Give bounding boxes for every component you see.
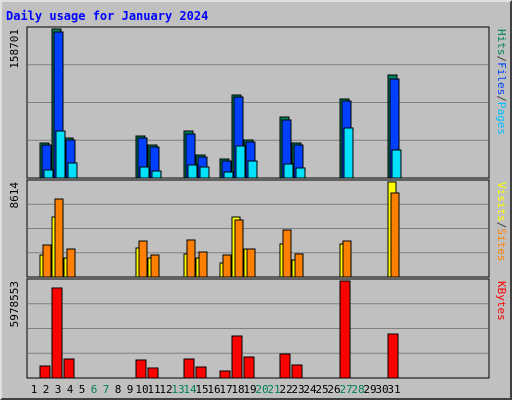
kbytes-bar-kbytes-day-31 <box>387 333 399 379</box>
kbytes-bar-kbytes-day-10 <box>135 359 147 379</box>
visits-sites-bar-sites-day-17 <box>222 254 232 278</box>
hits-files-pages-legend-item: / <box>495 95 508 102</box>
chart-title: Daily usage for January 2024 <box>6 9 208 23</box>
day-label-8: 8 <box>115 383 122 396</box>
visits-sites-ymax-label: 8614 <box>8 182 21 209</box>
visits-sites-bar-sites-day-3 <box>54 198 64 278</box>
hits-files-pages-bar-pages-day-11 <box>151 170 162 179</box>
visits-sites-bar-sites-day-18 <box>234 219 244 278</box>
visits-sites-legend-item: Visits <box>495 182 508 222</box>
visits-sites-bar-sites-day-11 <box>150 254 160 278</box>
visits-sites-bar-sites-day-2 <box>42 244 52 278</box>
day-label-13: 13 <box>171 383 184 396</box>
kbytes-bar-kbytes-day-19 <box>243 356 255 379</box>
day-label-16: 16 <box>207 383 220 396</box>
day-label-14: 14 <box>183 383 197 396</box>
hits-files-pages-legend-item: / <box>495 56 508 63</box>
visits-sites-bar-sites-day-4 <box>66 248 76 278</box>
kbytes-bar-kbytes-day-4 <box>63 358 75 379</box>
day-label-11: 11 <box>147 383 160 396</box>
hits-files-pages-bar-pages-day-22 <box>283 163 294 179</box>
hits-files-pages-legend-item: Files <box>495 62 508 95</box>
day-label-4: 4 <box>67 383 74 396</box>
kbytes-bar-kbytes-day-22 <box>279 353 291 379</box>
visits-sites-bar-sites-day-23 <box>294 253 304 278</box>
day-label-24: 24 <box>303 383 317 396</box>
kbytes-ymax-label: 5978553 <box>8 281 21 327</box>
kbytes-bar-kbytes-day-27 <box>339 280 351 379</box>
day-label-3: 3 <box>55 383 62 396</box>
day-label-12: 12 <box>159 383 172 396</box>
day-label-23: 23 <box>291 383 304 396</box>
day-label-21: 21 <box>267 383 280 396</box>
hits-files-pages-ymax-label: 158701 <box>8 29 21 69</box>
kbytes-bar-kbytes-day-23 <box>291 364 303 379</box>
visits-sites-legend-item: Sites <box>495 228 508 261</box>
kbytes-bar-kbytes-day-17 <box>219 370 231 379</box>
day-label-15: 15 <box>195 383 208 396</box>
day-label-19: 19 <box>243 383 256 396</box>
kbytes-bar-kbytes-day-11 <box>147 367 159 379</box>
day-label-26: 26 <box>327 383 340 396</box>
day-label-17: 17 <box>219 383 232 396</box>
day-label-28: 28 <box>351 383 364 396</box>
day-label-22: 22 <box>279 383 292 396</box>
day-label-31: 31 <box>387 383 400 396</box>
day-label-25: 25 <box>315 383 328 396</box>
hits-files-pages-bar-pages-day-4 <box>67 162 78 179</box>
kbytes-bar-kbytes-day-2 <box>39 365 51 379</box>
day-label-5: 5 <box>79 383 86 396</box>
visits-sites-bar-sites-day-27 <box>342 240 352 278</box>
hits-files-pages-bar-pages-day-3 <box>55 130 66 179</box>
hits-files-pages-bar-pages-day-27 <box>343 127 354 179</box>
hits-files-pages-legend-item: Pages <box>495 102 508 135</box>
day-label-18: 18 <box>231 383 244 396</box>
visits-sites-bar-sites-day-15 <box>198 251 208 278</box>
day-label-20: 20 <box>255 383 268 396</box>
day-label-1: 1 <box>31 383 38 396</box>
day-label-2: 2 <box>43 383 50 396</box>
hits-files-pages-bar-pages-day-31 <box>391 149 402 179</box>
visits-sites-bar-sites-day-10 <box>138 240 148 278</box>
kbytes-bar-kbytes-day-15 <box>195 366 207 379</box>
kbytes-bar-kbytes-day-14 <box>183 358 195 379</box>
hits-files-pages-bar-pages-day-10 <box>139 166 150 179</box>
visits-sites-bar-sites-day-14 <box>186 239 196 278</box>
visits-sites-bar-sites-day-19 <box>246 248 256 278</box>
day-label-10: 10 <box>135 383 148 396</box>
hits-files-pages-bar-pages-day-23 <box>295 167 306 179</box>
day-label-29: 29 <box>363 383 376 396</box>
hits-files-pages-legend: Hits/Files/Pages <box>495 29 508 135</box>
day-label-6: 6 <box>91 383 98 396</box>
hits-files-pages-legend-item: Hits <box>495 29 508 56</box>
hits-files-pages-bar-pages-day-19 <box>247 160 258 179</box>
kbytes-legend-item: KBytes <box>495 281 508 321</box>
hits-files-pages-bar-pages-day-2 <box>43 169 54 179</box>
visits-sites-legend: Visits/Sites <box>495 182 508 262</box>
hits-files-pages-bar-pages-day-14 <box>187 164 198 179</box>
visits-sites-legend-item: / <box>495 222 508 229</box>
hits-files-pages-bar-pages-day-17 <box>223 171 234 179</box>
day-label-30: 30 <box>375 383 388 396</box>
visits-sites-bar-sites-day-31 <box>390 192 400 278</box>
kbytes-legend: KBytes <box>495 281 508 321</box>
hits-files-pages-bar-pages-day-18 <box>235 145 246 179</box>
day-label-27: 27 <box>339 383 352 396</box>
day-label-7: 7 <box>103 383 110 396</box>
hits-files-pages-bar-pages-day-15 <box>199 166 210 179</box>
kbytes-bar-kbytes-day-3 <box>51 287 63 379</box>
day-label-9: 9 <box>127 383 134 396</box>
kbytes-bar-kbytes-day-18 <box>231 335 243 379</box>
visits-sites-bar-sites-day-22 <box>282 229 292 278</box>
